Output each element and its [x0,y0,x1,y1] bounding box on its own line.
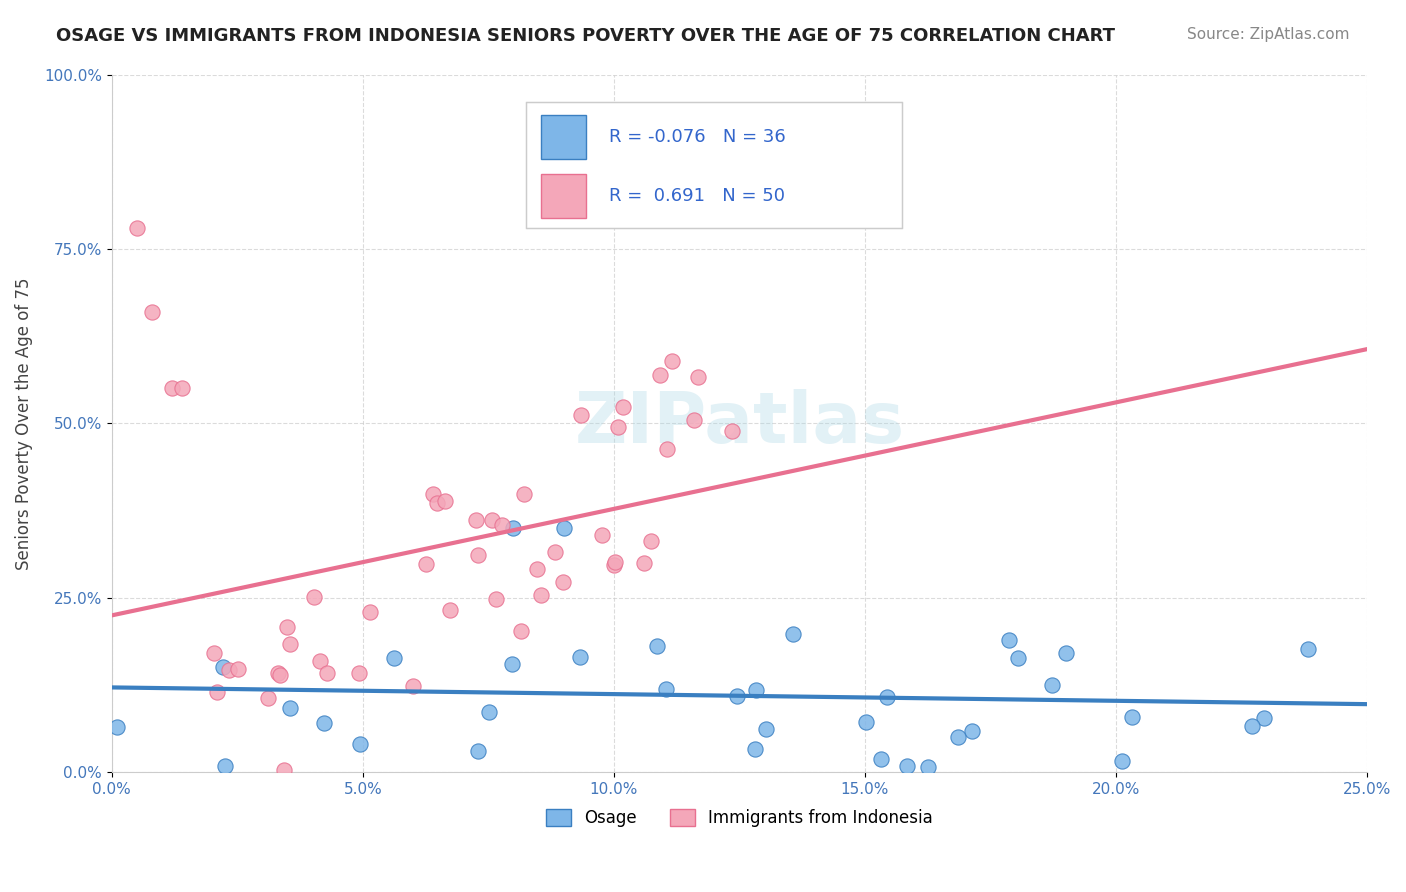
Point [682,413,704,427]
Point [896,758,918,772]
Point [997,633,1019,648]
Point [481,513,503,527]
Point [1040,678,1063,692]
Point [464,513,486,527]
Point [434,493,457,508]
Point [125,221,148,235]
Point [1121,710,1143,724]
Point [501,657,523,672]
Point [745,682,768,697]
Point [612,400,634,414]
Point [603,558,626,572]
Point [605,555,627,569]
Point [347,666,370,681]
Point [1241,719,1264,733]
Point [633,556,655,570]
Point [304,590,326,604]
Point [105,720,128,734]
Point [422,487,444,501]
Point [661,353,683,368]
Y-axis label: Seniors Poverty Over the Age of 75: Seniors Poverty Over the Age of 75 [15,277,32,569]
Point [591,528,613,542]
Point [569,408,592,422]
Legend: Osage, Immigrants from Indonesia: Osage, Immigrants from Indonesia [538,802,939,833]
Point [640,533,662,548]
Point [273,763,295,777]
Point [359,605,381,619]
Point [160,381,183,395]
Point [782,627,804,641]
Point [606,420,628,434]
Text: OSAGE VS IMMIGRANTS FROM INDONESIA SENIORS POVERTY OVER THE AGE OF 75 CORRELATIO: OSAGE VS IMMIGRANTS FROM INDONESIA SENIO… [56,27,1115,45]
Point [349,737,371,751]
Point [655,442,678,457]
Point [228,661,250,675]
Point [946,730,969,744]
Point [553,574,575,589]
Point [876,690,898,705]
Point [415,557,437,571]
Point [141,304,163,318]
Point [1054,646,1077,660]
Point [648,368,671,382]
Point [467,548,489,562]
Text: ZIPatlas: ZIPatlas [574,389,904,458]
Point [1253,711,1275,725]
Point [553,521,575,535]
Point [202,647,225,661]
Point [491,517,513,532]
Point [526,562,548,576]
Point [755,723,778,737]
Point [686,370,709,384]
Point [1298,641,1320,656]
Point [207,685,229,699]
Point [502,521,524,535]
Point [645,639,668,653]
Point [214,759,236,773]
Point [269,668,291,682]
Point [439,602,461,616]
Point [211,660,233,674]
Point [467,744,489,758]
Point [544,545,567,559]
Point [172,381,194,395]
Point [960,723,983,738]
Point [1111,754,1133,768]
Point [513,487,536,501]
Point [402,679,425,693]
Point [315,666,337,681]
Point [509,624,531,638]
Point [569,649,592,664]
Point [382,650,405,665]
Point [869,752,891,766]
Point [426,496,449,510]
Point [1007,650,1029,665]
Point [267,666,290,681]
Point [278,637,301,651]
Point [720,424,742,438]
Point [917,759,939,773]
Text: Source: ZipAtlas.com: Source: ZipAtlas.com [1187,27,1350,42]
Point [530,588,553,602]
Point [478,705,501,719]
Point [276,620,298,634]
Point [855,715,877,730]
Point [727,689,749,703]
Point [308,654,330,668]
Point [257,690,280,705]
Point [744,742,766,756]
Point [278,701,301,715]
Point [218,664,240,678]
Point [655,681,678,696]
Point [312,716,335,731]
Point [485,592,508,607]
